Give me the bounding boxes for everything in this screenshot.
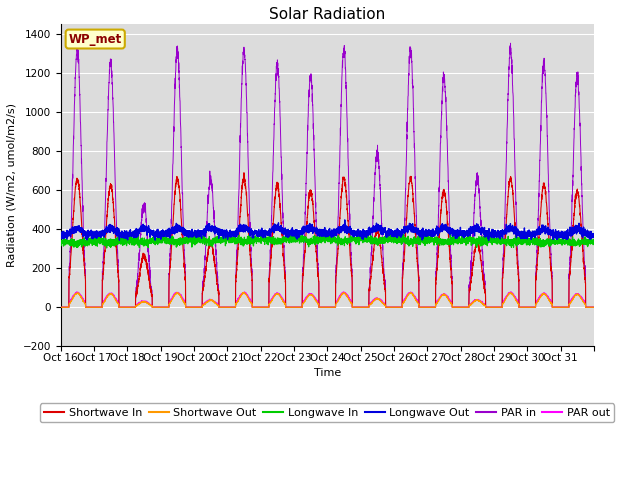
Title: Solar Radiation: Solar Radiation <box>269 7 385 22</box>
Y-axis label: Radiation (W/m2, umol/m2/s): Radiation (W/m2, umol/m2/s) <box>7 103 17 267</box>
X-axis label: Time: Time <box>314 368 341 378</box>
Legend: Shortwave In, Shortwave Out, Longwave In, Longwave Out, PAR in, PAR out: Shortwave In, Shortwave Out, Longwave In… <box>40 403 614 422</box>
Text: WP_met: WP_met <box>68 33 122 46</box>
